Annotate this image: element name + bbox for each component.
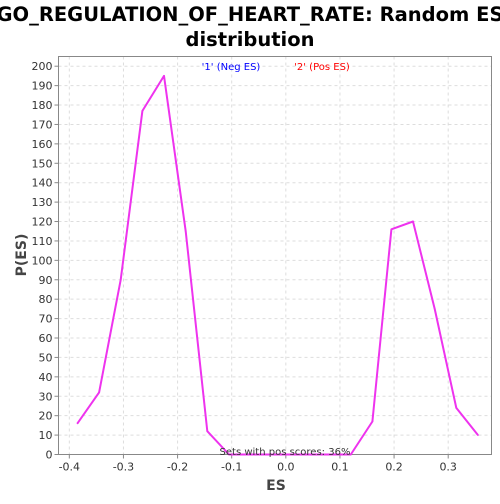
- data-point: [433, 308, 436, 310]
- axes: 0 10 20 30 40 50 60 70 80 90 100 110 120 130 140 150 160…: [32, 60, 457, 473]
- x-tick-label: 0.3: [439, 461, 457, 474]
- y-tick-label: 190: [32, 80, 53, 93]
- y-tick-label: 130: [32, 196, 53, 209]
- chart-title-line-1: GO_REGULATION_OF_HEART_RATE: Random ES: [0, 3, 500, 26]
- x-tick-label: 0.2: [385, 461, 403, 474]
- y-tick-label: 60: [39, 332, 53, 345]
- x-axis-title: ES: [266, 478, 286, 494]
- y-tick-label: 180: [32, 99, 53, 112]
- y-tick-label: 70: [39, 313, 53, 326]
- data-point: [455, 407, 458, 409]
- legend-entry-neg: '1' (Neg ES): [202, 62, 261, 73]
- x-tick-label: 0.0: [277, 461, 295, 474]
- data-point: [371, 420, 374, 423]
- grid: [58, 56, 492, 455]
- y-tick-label: 30: [39, 390, 53, 403]
- series: [76, 74, 479, 456]
- y-tick-label: 170: [32, 118, 53, 131]
- y-tick-label: 90: [39, 274, 53, 287]
- y-tick-label: 50: [39, 351, 53, 364]
- y-tick-label: 150: [32, 157, 53, 170]
- data-point: [98, 391, 100, 394]
- data-point: [477, 434, 479, 436]
- y-tick-label: 80: [39, 293, 53, 306]
- data-point: [228, 453, 230, 456]
- x-tick-label: -0.4: [59, 461, 80, 474]
- y-tick-label: 110: [32, 235, 53, 248]
- y-tick-label: 140: [32, 177, 53, 190]
- data-point: [141, 110, 144, 112]
- legend-entry-pos: '2' (Pos ES): [294, 62, 350, 73]
- series-line: [76, 74, 479, 456]
- data-point: [184, 230, 187, 233]
- data-point: [76, 422, 79, 425]
- y-tick-label: 40: [39, 371, 53, 384]
- x-tick-label: -0.2: [167, 461, 188, 474]
- y-axis-title: P(ES): [14, 234, 30, 277]
- chart-title-line-2: distribution: [186, 28, 315, 51]
- y-tick-label: 200: [32, 60, 53, 73]
- x-tick-label: -0.3: [113, 461, 134, 474]
- data-point: [163, 75, 165, 77]
- y-tick-label: 10: [39, 429, 53, 442]
- data-point: [390, 228, 393, 231]
- data-point: [206, 430, 209, 433]
- x-tick-label: -0.1: [221, 461, 242, 474]
- data-point: [412, 220, 414, 223]
- x-tick-label: 0.1: [331, 461, 349, 474]
- y-tick-label: 100: [32, 254, 53, 267]
- data-point: [349, 453, 352, 456]
- y-tick-label: 120: [32, 216, 53, 229]
- y-tick-label: 0: [46, 449, 53, 462]
- y-tick-label: 20: [39, 410, 53, 423]
- pos-scores-annotation: Sets with pos scores: 36%: [220, 447, 351, 458]
- data-point: [119, 278, 122, 281]
- y-tick-label: 160: [32, 138, 53, 151]
